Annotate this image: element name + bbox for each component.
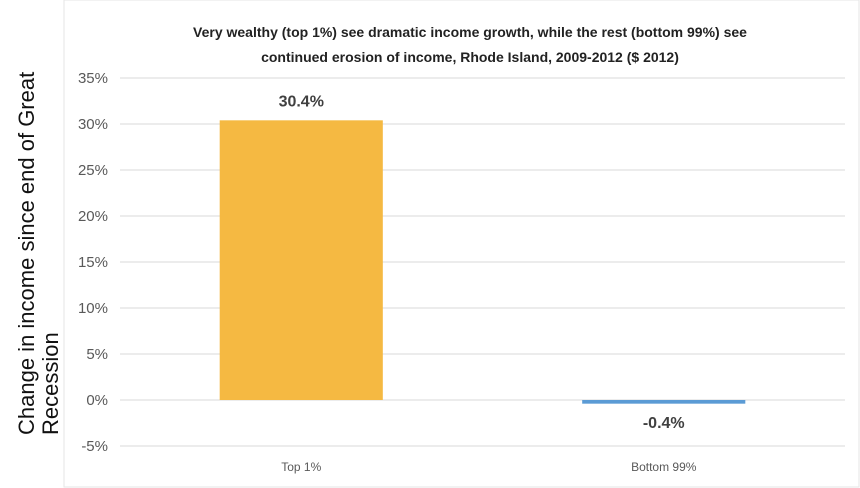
y-tick-label: 25% <box>78 162 108 179</box>
y-axis-label-line-2: Recession <box>38 332 63 435</box>
bar-top-1-percent <box>219 120 383 400</box>
y-axis-label: Change in income since end of Great Rece… <box>14 72 63 435</box>
y-tick-label: 15% <box>78 254 108 271</box>
x-category-label: Bottom 99% <box>631 460 697 474</box>
x-axis-categories: Top 1% Bottom 99% <box>281 460 697 474</box>
y-tick-label: 30% <box>78 116 108 133</box>
y-axis-label-line-1: Change in income since end of Great <box>14 72 39 435</box>
bars <box>219 120 746 404</box>
y-tick-label: 20% <box>78 208 108 225</box>
data-label: 30.4% <box>279 93 324 110</box>
y-tick-label: -5% <box>81 438 108 455</box>
data-label: -0.4% <box>643 415 685 432</box>
chart-title-line-1: Very wealthy (top 1%) see dramatic incom… <box>193 24 747 40</box>
y-tick-label: 10% <box>78 300 108 317</box>
chart-title-line-2: continued erosion of income, Rhode Islan… <box>261 49 679 65</box>
x-category-label: Top 1% <box>281 460 321 474</box>
chart-frame <box>63 0 860 488</box>
y-axis-ticks: 35% 30% 25% 20% 15% 10% 5% 0% -5% <box>78 70 108 455</box>
data-labels: 30.4% -0.4% <box>279 93 685 432</box>
y-tick-label: 5% <box>86 346 108 363</box>
bar-bottom-99-percent <box>582 400 746 404</box>
y-tick-label: 35% <box>78 70 108 87</box>
y-tick-label: 0% <box>86 392 108 409</box>
